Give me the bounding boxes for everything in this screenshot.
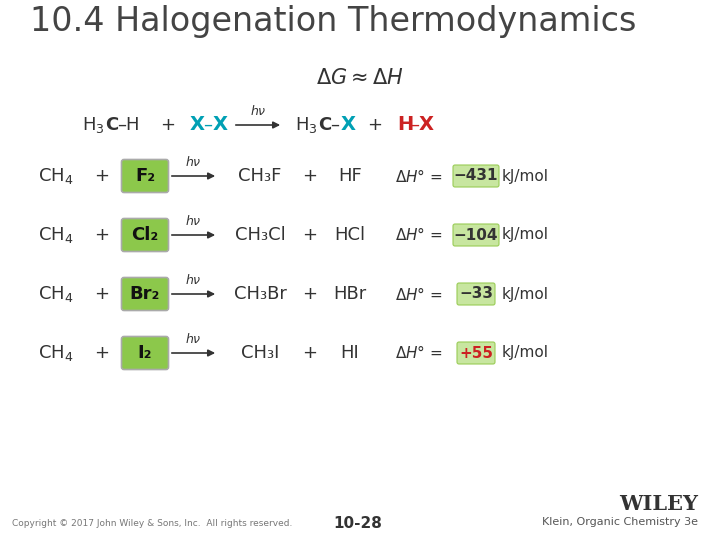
Text: $h\nu$: $h\nu$ bbox=[185, 332, 202, 346]
Text: $\Delta H\degree$ =: $\Delta H\degree$ = bbox=[395, 345, 443, 361]
FancyBboxPatch shape bbox=[453, 224, 499, 246]
Text: H$_3$: H$_3$ bbox=[82, 115, 105, 135]
Text: $h\nu$: $h\nu$ bbox=[185, 273, 202, 287]
FancyBboxPatch shape bbox=[453, 165, 499, 187]
Text: H: H bbox=[397, 116, 413, 134]
FancyBboxPatch shape bbox=[457, 283, 495, 305]
Text: F₂: F₂ bbox=[135, 167, 155, 185]
Text: Br₂: Br₂ bbox=[130, 285, 160, 303]
Text: X: X bbox=[212, 116, 228, 134]
Text: CH$_4$: CH$_4$ bbox=[38, 284, 73, 304]
FancyBboxPatch shape bbox=[122, 219, 168, 252]
Text: $\Delta H\degree$ =: $\Delta H\degree$ = bbox=[395, 226, 443, 244]
Text: +55: +55 bbox=[459, 346, 493, 361]
Text: HBr: HBr bbox=[333, 285, 366, 303]
Text: $h\nu$: $h\nu$ bbox=[185, 155, 202, 169]
Text: kJ/mol: kJ/mol bbox=[502, 346, 549, 361]
Text: X: X bbox=[189, 116, 204, 134]
Text: $h\nu$: $h\nu$ bbox=[250, 104, 266, 118]
Text: $\Delta H\degree$ =: $\Delta H\degree$ = bbox=[395, 286, 443, 302]
Text: CH$_4$: CH$_4$ bbox=[38, 343, 73, 363]
Text: kJ/mol: kJ/mol bbox=[502, 227, 549, 242]
Text: +: + bbox=[161, 116, 176, 134]
Text: +: + bbox=[302, 167, 318, 185]
Text: HI: HI bbox=[341, 344, 359, 362]
Text: +: + bbox=[302, 226, 318, 244]
Text: –H: –H bbox=[117, 116, 140, 134]
Text: –: – bbox=[204, 116, 212, 134]
Text: CH₃F: CH₃F bbox=[238, 167, 282, 185]
Text: H$_3$: H$_3$ bbox=[295, 115, 318, 135]
FancyBboxPatch shape bbox=[122, 336, 168, 369]
Text: CH₃I: CH₃I bbox=[240, 344, 279, 362]
Text: Cl₂: Cl₂ bbox=[131, 226, 158, 244]
Text: 10.4 Halogenation Thermodynamics: 10.4 Halogenation Thermodynamics bbox=[30, 5, 636, 38]
Text: +: + bbox=[94, 226, 109, 244]
Text: Klein, Organic Chemistry 3e: Klein, Organic Chemistry 3e bbox=[542, 517, 698, 527]
Text: X: X bbox=[418, 116, 433, 134]
Text: $\Delta G \approx \Delta H$: $\Delta G \approx \Delta H$ bbox=[316, 68, 404, 88]
Text: Copyright © 2017 John Wiley & Sons, Inc.  All rights reserved.: Copyright © 2017 John Wiley & Sons, Inc.… bbox=[12, 519, 292, 529]
Text: +: + bbox=[302, 285, 318, 303]
Text: +: + bbox=[302, 344, 318, 362]
FancyBboxPatch shape bbox=[457, 342, 495, 364]
Text: kJ/mol: kJ/mol bbox=[502, 168, 549, 184]
Text: −431: −431 bbox=[454, 168, 498, 184]
Text: CH₃Cl: CH₃Cl bbox=[235, 226, 285, 244]
Text: C: C bbox=[318, 116, 331, 134]
Text: $\Delta H\degree$ =: $\Delta H\degree$ = bbox=[395, 167, 443, 185]
Text: +: + bbox=[94, 285, 109, 303]
Text: I₂: I₂ bbox=[138, 344, 152, 362]
Text: HF: HF bbox=[338, 167, 362, 185]
Text: −104: −104 bbox=[454, 227, 498, 242]
FancyBboxPatch shape bbox=[122, 278, 168, 310]
Text: +: + bbox=[94, 344, 109, 362]
Text: CH₃Br: CH₃Br bbox=[233, 285, 287, 303]
Text: +: + bbox=[367, 116, 382, 134]
Text: –: – bbox=[330, 116, 339, 134]
Text: X: X bbox=[341, 116, 356, 134]
Text: CH$_4$: CH$_4$ bbox=[38, 166, 73, 186]
Text: +: + bbox=[94, 167, 109, 185]
Text: $h\nu$: $h\nu$ bbox=[185, 214, 202, 228]
Text: HCl: HCl bbox=[334, 226, 366, 244]
Text: 10-28: 10-28 bbox=[333, 516, 382, 531]
Text: –: – bbox=[410, 116, 420, 134]
FancyBboxPatch shape bbox=[122, 159, 168, 192]
Text: C: C bbox=[105, 116, 118, 134]
Text: kJ/mol: kJ/mol bbox=[502, 287, 549, 301]
Text: WILEY: WILEY bbox=[619, 494, 698, 514]
Text: −33: −33 bbox=[459, 287, 493, 301]
Text: CH$_4$: CH$_4$ bbox=[38, 225, 73, 245]
